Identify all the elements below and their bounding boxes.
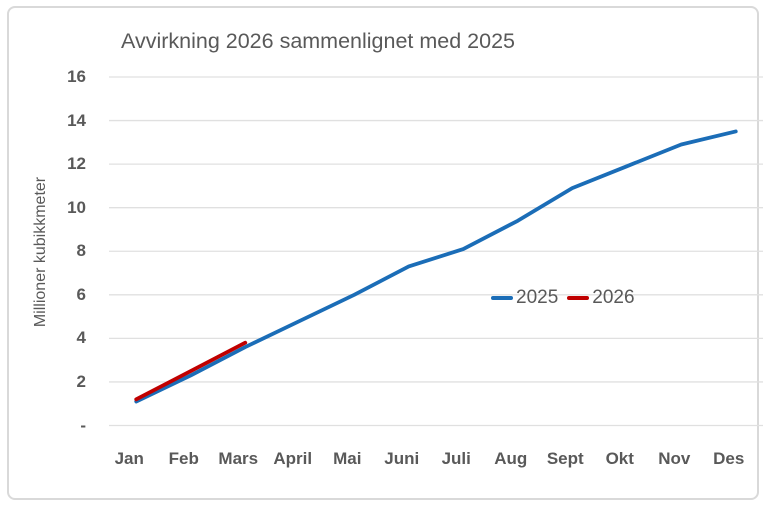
y-tick-label: 10 xyxy=(67,197,86,217)
x-tick-label: Jan xyxy=(114,449,144,468)
legend-label: 2025 xyxy=(516,287,559,308)
y-tick-label: 16 xyxy=(67,67,86,86)
y-tick-label: 4 xyxy=(76,328,86,348)
legend-marker-2026 xyxy=(567,296,590,300)
x-tick-label: Feb xyxy=(168,449,199,468)
x-tick-label: Aug xyxy=(494,449,528,468)
y-tick-label: 12 xyxy=(67,154,86,174)
chart-plot-area xyxy=(109,76,763,427)
y-tick-label: 6 xyxy=(76,284,86,304)
legend-marker-2025 xyxy=(491,296,513,300)
chart-title: Avvirkning 2026 sammenlignet med 2025 xyxy=(121,29,516,53)
x-tick-label: Okt xyxy=(605,449,634,468)
y-tick-label: 8 xyxy=(76,241,86,261)
x-tick-label: Mars xyxy=(218,449,259,468)
x-tick-label: Mai xyxy=(333,449,362,468)
legend-item-2026: 2026 xyxy=(567,287,635,309)
series-line-2025 xyxy=(134,129,738,404)
x-tick-label: Nov xyxy=(658,449,691,468)
x-tick-label: April xyxy=(273,449,313,468)
x-tick-label: Des xyxy=(713,449,745,468)
x-tick-label: Juli xyxy=(441,449,471,468)
series-line-2026 xyxy=(134,340,248,402)
y-tick-label: 2 xyxy=(76,371,86,391)
y-tick-label: 14 xyxy=(67,110,86,130)
x-tick-label: Juni xyxy=(384,449,420,468)
y-tick-label: - xyxy=(80,415,86,435)
legend-label: 2026 xyxy=(592,287,635,308)
legend-item-2025: 2025 xyxy=(491,287,558,309)
legend: 2025 2026 xyxy=(491,287,635,309)
chart-frame: Avvirkning 2026 sammenlignet med 2025 Mi… xyxy=(7,6,763,500)
x-tick-label: Sept xyxy=(546,449,584,468)
